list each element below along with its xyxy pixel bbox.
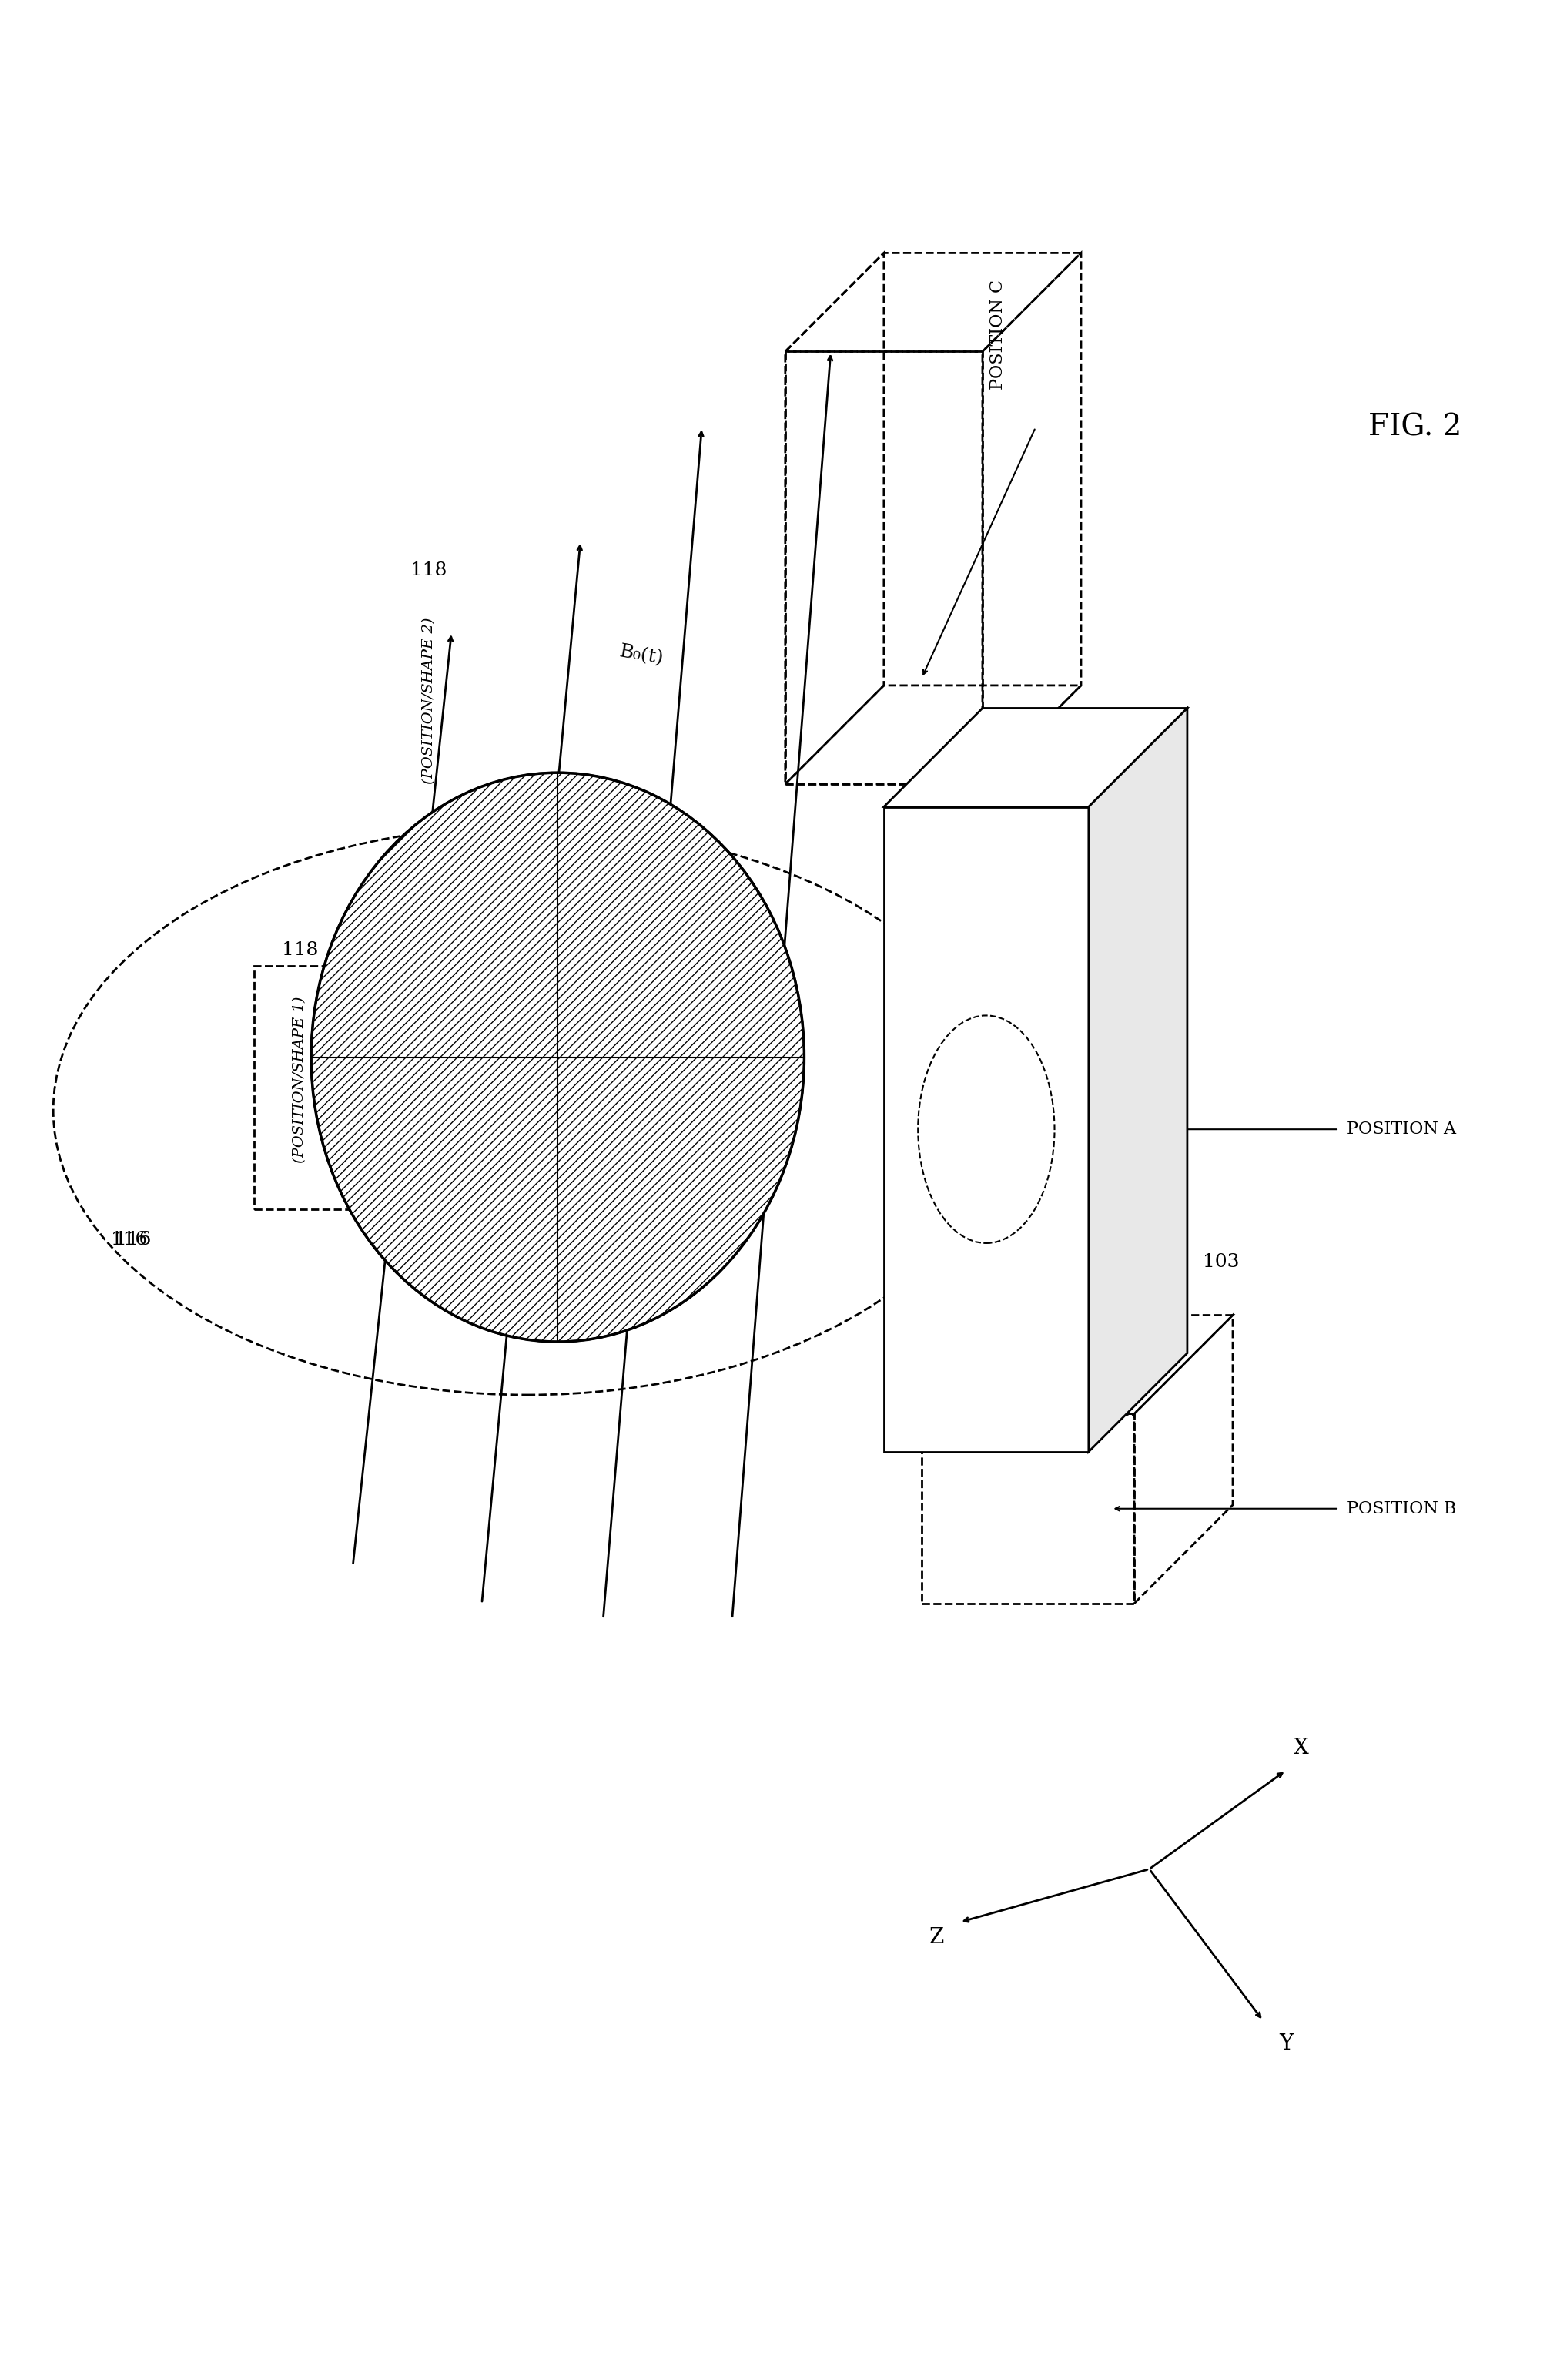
Text: POSITION B: POSITION B	[1347, 1499, 1455, 1516]
Text: 116: 116	[115, 1230, 152, 1247]
Text: 130: 130	[1111, 738, 1149, 754]
Polygon shape	[883, 807, 1088, 1452]
Text: X: X	[1293, 1737, 1308, 1759]
Ellipse shape	[312, 774, 804, 1342]
Text: 116: 116	[112, 1230, 147, 1247]
Text: POSITION C: POSITION C	[989, 278, 1006, 390]
Text: 103: 103	[1203, 1254, 1238, 1271]
Text: Y: Y	[1279, 2033, 1293, 2054]
Text: (POSITION/SHAPE 2): (POSITION/SHAPE 2)	[422, 616, 436, 783]
Text: POSITION A: POSITION A	[1347, 1121, 1455, 1138]
Polygon shape	[1088, 709, 1187, 1452]
Text: FIG. 2: FIG. 2	[1369, 414, 1462, 443]
Text: B₀(t): B₀(t)	[617, 643, 665, 669]
Text: 118: 118	[411, 562, 446, 578]
Text: 118: 118	[282, 940, 318, 959]
Polygon shape	[883, 709, 1187, 807]
Text: (POSITION/SHAPE 1): (POSITION/SHAPE 1)	[293, 997, 307, 1164]
Text: Z: Z	[930, 1928, 944, 1947]
